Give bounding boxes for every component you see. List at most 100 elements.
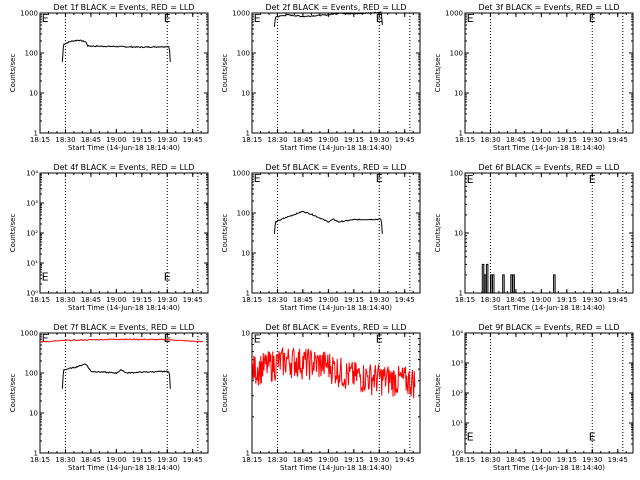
panel-det-1: Det 1f BLACK = Events, RED = LLD 18:15 18:… [9,3,209,152]
x-tick-label: 19:30 [369,136,389,144]
x-tick-label: 19:45 [395,456,415,464]
x-tick-label: 19:30 [157,296,177,304]
x-tick-label: 19:15 [557,456,577,464]
x-tick-label: 19:00 [531,296,551,304]
x-tick-label: 19:30 [582,296,602,304]
y-tick-label: 10 [241,250,250,258]
x-tick-label: 19:30 [157,456,177,464]
x-tick-label: 18:15 [455,456,475,464]
x-tick-label: 18:45 [81,296,101,304]
y-tick-label: 1 [246,290,250,298]
panel-det-2: Det 2f BLACK = Events, RED = LLD 18:15 18:… [221,3,421,152]
y-tick-label: 10² [451,390,463,398]
y-tick-label: 10⁰ [26,290,38,298]
y-tick-label: 10 [454,230,463,238]
e-marker: E [467,173,474,186]
x-tick-label: 18:30 [267,136,287,144]
series-group [273,10,383,27]
x-tick-label: 19:00 [318,136,338,144]
x-tick-label: 19:00 [106,136,126,144]
x-tick-label: 18:45 [293,136,313,144]
x-tick-label: 19:30 [369,296,389,304]
x-axis-label: Start Time (14-Jun-18 18:14:40) [68,144,180,152]
x-tick-label: 19:15 [344,136,364,144]
y-tick-label: 100 [237,210,250,218]
y-axis-label: Counts/sec [221,374,229,413]
y-tick-label: 10 [241,330,250,338]
y-tick-label: 1 [34,450,38,458]
x-tick-label: 19:30 [582,136,602,144]
e-marker: E [589,173,596,186]
y-axis-label: Counts/sec [434,374,442,413]
y-tick-label: 1 [459,290,463,298]
y-tick-label: 10¹ [26,260,38,268]
panel-det-4: Det 4f BLACK = Events, RED = LLD 18:15 18:… [9,163,209,312]
events-series-line [273,210,383,234]
x-tick-label: 19:15 [132,296,152,304]
series-group [61,39,171,62]
lld-series-line [252,346,416,399]
panel-det-8: Det 8f BLACK = Events, RED = LLD 18:15 18:… [221,323,421,472]
y-axis-label: Counts/sec [9,214,17,253]
panel-title: Det 4f BLACK = Events, RED = LLD [53,163,194,172]
y-tick-label: 100 [450,170,463,178]
x-tick-label: 19:30 [582,456,602,464]
panel-det-3: Det 3f BLACK = Events, RED = LLD 18:15 18:… [434,3,634,152]
x-tick-label: 18:30 [480,296,500,304]
plot-frame [251,12,421,134]
x-tick-label: 18:15 [455,296,475,304]
x-tick-label: 19:45 [183,296,203,304]
panel-title: Det 2f BLACK = Events, RED = LLD [265,3,406,12]
x-tick-label: 19:45 [608,456,628,464]
x-tick-label: 19:45 [395,296,415,304]
e-marker: E [254,172,261,185]
panel-title: Det 1f BLACK = Events, RED = LLD [53,3,194,12]
x-tick-label: 18:15 [30,296,50,304]
y-axis-label: Counts/sec [9,54,17,93]
events-series-line [61,363,171,389]
panel-title: Det 3f BLACK = Events, RED = LLD [478,3,619,12]
x-axis-label: Start Time (14-Jun-18 18:14:40) [493,464,605,472]
x-tick-label: 18:30 [55,136,75,144]
e-marker: E [42,332,49,345]
y-tick-label: 100 [450,50,463,58]
x-tick-label: 19:30 [157,136,177,144]
e-marker: E [589,12,596,25]
y-tick-label: 1 [459,130,463,138]
panel-det-9: Det 9f BLACK = Events, RED = LLD 18:15 18:… [434,323,634,472]
x-tick-label: 19:00 [531,136,551,144]
x-tick-label: 19:15 [557,296,577,304]
x-axis-label: Start Time (14-Jun-18 18:14:40) [280,304,392,312]
series-group [252,346,416,399]
x-tick-label: 19:15 [132,456,152,464]
e-marker: E [164,12,171,25]
e-marker: E [42,271,49,284]
e-marker: E [164,332,171,345]
y-tick-label: 10³ [26,200,38,208]
y-tick-label: 1000 [20,330,38,338]
e-marker: E [467,431,474,444]
x-tick-label: 19:15 [344,296,364,304]
x-tick-label: 18:30 [267,296,287,304]
y-axis-label: Counts/sec [221,54,229,93]
x-tick-label: 19:15 [132,136,152,144]
x-tick-label: 19:00 [318,456,338,464]
panel-title: Det 6f BLACK = Events, RED = LLD [478,163,619,172]
x-tick-label: 18:30 [55,456,75,464]
e-marker: E [376,12,383,25]
y-axis-label: Counts/sec [434,54,442,93]
e-marker: E [376,332,383,345]
x-tick-label: 19:45 [183,136,203,144]
y-tick-label: 10 [29,410,38,418]
x-tick-label: 19:00 [531,456,551,464]
y-tick-label: 10 [454,90,463,98]
x-tick-label: 18:45 [506,136,526,144]
x-tick-label: 18:15 [30,456,50,464]
x-tick-label: 18:30 [480,136,500,144]
plot-frame [39,332,209,454]
series-group [480,263,557,293]
y-tick-label: 1000 [232,10,250,18]
y-tick-label: 100 [25,370,38,378]
y-tick-label: 1000 [232,170,250,178]
